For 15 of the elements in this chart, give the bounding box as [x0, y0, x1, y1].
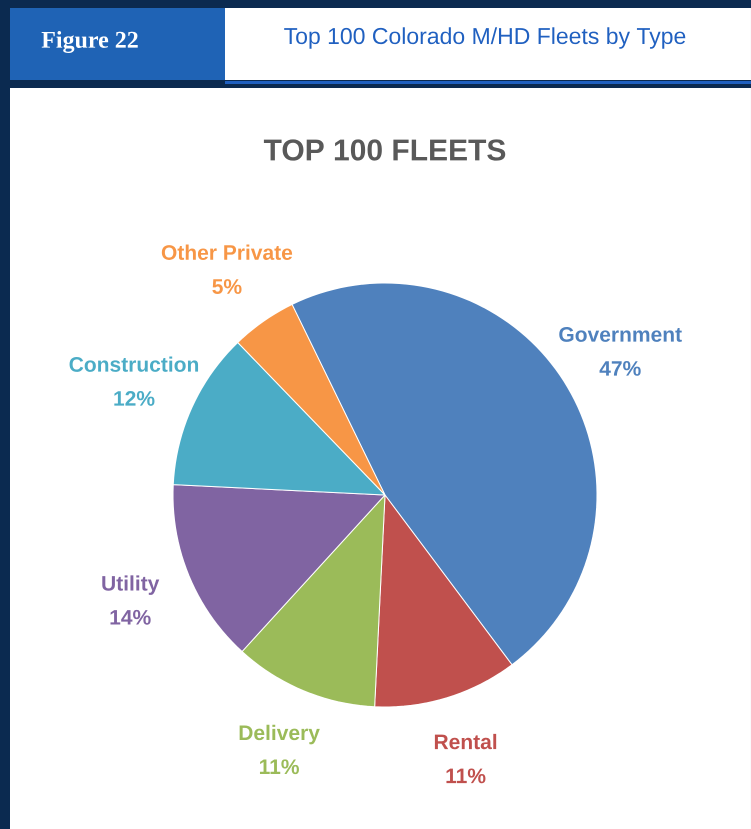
- data-label: 5%: [212, 279, 242, 294]
- slice-label: Government: [559, 326, 682, 342]
- chart-title: Top 100 Colorado M/HD Fleets by Type: [284, 27, 686, 49]
- caption: Figure 22: [42, 31, 138, 53]
- chart-subtitle: TOP 100 FLEETS: [264, 139, 506, 161]
- data-label: 47%: [600, 361, 641, 376]
- data-label: 11%: [260, 759, 299, 774]
- data-label: 14%: [110, 610, 151, 625]
- data-label: 11%: [446, 768, 486, 784]
- data-label: 12%: [114, 391, 154, 406]
- slice-label: Delivery: [240, 724, 320, 744]
- slice-label: Other Private: [162, 244, 292, 260]
- slice-label: Utility: [102, 575, 160, 595]
- slice-label: Rental: [434, 734, 496, 750]
- slice-label: Construction: [70, 356, 198, 372]
